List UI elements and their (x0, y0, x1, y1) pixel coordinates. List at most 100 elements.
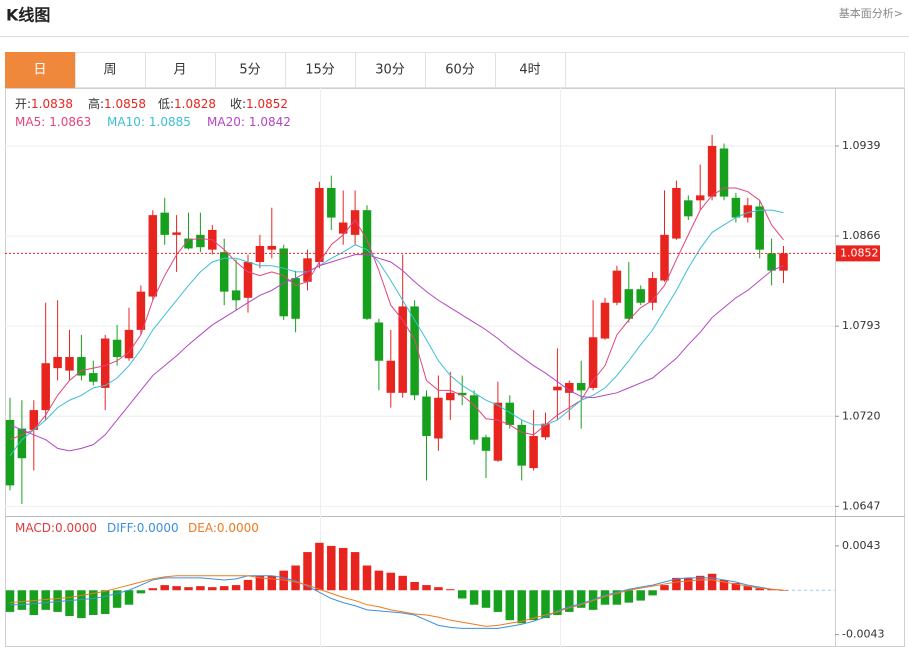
macd-legend-name: DEA: (188, 521, 217, 535)
candle-body (5, 419, 15, 486)
candle-body (231, 290, 241, 301)
macd-line (10, 575, 784, 629)
macd-bar (731, 583, 741, 591)
macd-bar (565, 590, 574, 612)
candle-body (65, 357, 74, 371)
macd-bar (600, 590, 610, 605)
candle-body (124, 329, 134, 359)
candle-body (350, 210, 360, 235)
ma-line (9, 254, 784, 452)
macd-bar (398, 575, 407, 591)
candle-body (196, 234, 205, 248)
candle-body (422, 396, 431, 437)
macd-legend-name: MACD: (15, 521, 55, 535)
macd-bar (684, 577, 693, 591)
candle-body (576, 382, 586, 391)
candle-body (398, 306, 407, 393)
last-price-box (836, 245, 880, 262)
tab[interactable] (215, 52, 286, 88)
tab[interactable] (495, 52, 566, 88)
macd-bar (553, 590, 562, 616)
macd-bar (29, 590, 39, 616)
ma-legend: MA10: 1.0885 (107, 115, 191, 129)
candle-body (672, 187, 681, 239)
macd-bar (89, 590, 98, 616)
tab-label[interactable]: 周 (103, 63, 116, 78)
tab-label[interactable]: 4时 (519, 63, 540, 78)
candle-body (112, 339, 122, 358)
ohlc-legend-label: 低: (158, 97, 174, 111)
macd-bar (291, 565, 300, 591)
macd-legend: DEA:0.0000 (188, 521, 259, 535)
last-price-label: 1.0852 (840, 246, 879, 259)
candle-body (53, 357, 62, 369)
macd-bar (469, 590, 479, 605)
tab[interactable] (355, 52, 426, 88)
macd-bar (422, 585, 431, 591)
macd-legend: MACD:0.0000 (15, 521, 97, 535)
macd-bar (481, 590, 491, 608)
macd-bar (505, 590, 515, 621)
macd-bar (315, 542, 324, 591)
candle-body (17, 428, 27, 459)
ma-line (9, 187, 784, 441)
tab-label[interactable]: 30分 (375, 63, 405, 78)
macd-legend-value: 0.0000 (55, 521, 97, 535)
candle-body (505, 402, 515, 425)
candle-body (767, 253, 776, 271)
macd-bar (446, 589, 455, 591)
candle-body (386, 360, 396, 393)
y-tick-label: 1.0720 (842, 409, 881, 422)
chart-frame (5, 88, 905, 647)
candle-body (779, 253, 788, 271)
candle-body (612, 270, 622, 303)
candle-body (493, 402, 503, 461)
ma-legend-value: 1.0842 (249, 115, 291, 129)
macd-bar (219, 586, 229, 591)
y-tick-label: 1.0939 (842, 139, 881, 152)
macd-bar (327, 545, 336, 591)
candle-body (457, 392, 467, 396)
ohlc-legend-label: 收: (230, 97, 246, 111)
candle-body (541, 423, 550, 438)
macd-bar (612, 590, 622, 605)
macd-bar (65, 590, 74, 617)
tab-label[interactable]: 日 (33, 63, 46, 78)
candle-body (303, 258, 312, 282)
ma-legend-name: MA10: (107, 115, 145, 129)
tab-label[interactable]: 15分 (305, 63, 335, 78)
macd-bar (719, 579, 729, 591)
macd-bar (541, 590, 550, 619)
candle-body (684, 200, 693, 217)
candle-body (600, 302, 610, 339)
ma-legend-value: 1.0885 (149, 115, 191, 129)
tab[interactable] (5, 52, 76, 88)
candle-body (648, 278, 657, 303)
ohlc-legend: 开:1.0838 (15, 97, 73, 111)
ma-legend-name: MA5: (15, 115, 45, 129)
macd-bar (386, 572, 396, 591)
macd-bar (767, 589, 776, 591)
candle-body (29, 410, 39, 430)
y-tick-label: 1.0793 (842, 319, 881, 332)
candle-body (362, 210, 372, 319)
candle-body (267, 245, 277, 250)
fundamental-link[interactable]: 基本面分析> (839, 6, 903, 20)
macd-bar (17, 590, 27, 610)
macd-legend: DIFF:0.0000 (107, 521, 179, 535)
tab-label[interactable]: 5分 (239, 63, 260, 78)
ohlc-legend-label: 高: (88, 96, 104, 111)
macd-bar (303, 552, 312, 591)
ma-legend: MA5: 1.0863 (15, 115, 91, 129)
page-title: K线图 (6, 6, 50, 25)
macd-bar (493, 590, 503, 612)
ohlc-legend-value: 1.0858 (104, 97, 146, 111)
ma-line (9, 209, 784, 457)
macd-bar (41, 590, 50, 610)
candle-body (315, 187, 324, 263)
tab[interactable] (75, 52, 146, 88)
macd-bar (53, 590, 62, 612)
tab-label[interactable]: 月 (173, 63, 186, 78)
tab-label[interactable]: 60分 (445, 63, 475, 78)
